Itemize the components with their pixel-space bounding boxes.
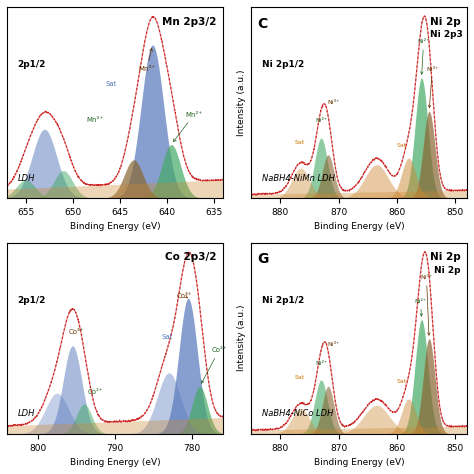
Text: Ni 2p1/2: Ni 2p1/2 (262, 61, 304, 70)
Text: Sat: Sat (295, 375, 305, 380)
Text: Sat: Sat (106, 81, 117, 87)
Text: Ni³⁺: Ni³⁺ (426, 67, 438, 108)
Text: LDH: LDH (18, 410, 35, 419)
Text: Ni³⁺: Ni³⁺ (327, 100, 339, 104)
Text: Ni 2p: Ni 2p (434, 265, 461, 274)
Text: C: C (257, 17, 268, 30)
Text: 2p1/2: 2p1/2 (18, 61, 46, 70)
Text: Ni 2p1/2: Ni 2p1/2 (262, 296, 304, 305)
Text: G: G (257, 252, 269, 266)
Text: Ni²⁺: Ni²⁺ (315, 361, 328, 365)
X-axis label: Binding Energy (eV): Binding Energy (eV) (314, 222, 404, 231)
Text: Ni³⁺: Ni³⁺ (420, 275, 433, 335)
Text: Co²⁺: Co²⁺ (88, 389, 103, 395)
Text: NaBH4-NiCo LDH: NaBH4-NiCo LDH (262, 410, 333, 419)
Text: Co²⁺: Co²⁺ (201, 347, 227, 383)
X-axis label: Binding Energy (eV): Binding Energy (eV) (70, 458, 160, 467)
Text: Ni 2p: Ni 2p (430, 17, 461, 27)
Text: Mn²⁺: Mn²⁺ (173, 111, 202, 142)
Text: Ni²⁺: Ni²⁺ (315, 118, 328, 123)
Text: Co³⁺: Co³⁺ (177, 293, 192, 299)
Text: Ni 2p: Ni 2p (430, 252, 461, 262)
Text: Mn²⁺: Mn²⁺ (87, 117, 104, 123)
Text: Sat: Sat (161, 335, 173, 340)
Text: Ni²⁺: Ni²⁺ (415, 299, 427, 316)
Text: 2p1/2: 2p1/2 (18, 296, 46, 305)
Y-axis label: Intensity (a.u.): Intensity (a.u.) (237, 305, 246, 372)
X-axis label: Binding Energy (eV): Binding Energy (eV) (70, 222, 160, 231)
X-axis label: Binding Energy (eV): Binding Energy (eV) (314, 458, 404, 467)
Text: LDH: LDH (18, 174, 35, 183)
Text: Sat: Sat (397, 143, 407, 148)
Text: Sat: Sat (397, 379, 407, 384)
Text: Mn 2p3/2: Mn 2p3/2 (162, 17, 217, 27)
Text: Sat: Sat (295, 139, 305, 145)
Y-axis label: Intensity (a.u.): Intensity (a.u.) (237, 69, 246, 136)
Text: NaBH4-NiMn LDH: NaBH4-NiMn LDH (262, 174, 335, 183)
Text: Co³⁺: Co³⁺ (69, 329, 84, 335)
Text: Ni²⁺: Ni²⁺ (418, 39, 430, 74)
Text: Mn³⁺: Mn³⁺ (138, 48, 155, 73)
Text: Co 2p3/2: Co 2p3/2 (165, 252, 217, 262)
Text: Ni 2p3: Ni 2p3 (430, 30, 463, 39)
Text: Ni³⁺: Ni³⁺ (327, 342, 339, 347)
